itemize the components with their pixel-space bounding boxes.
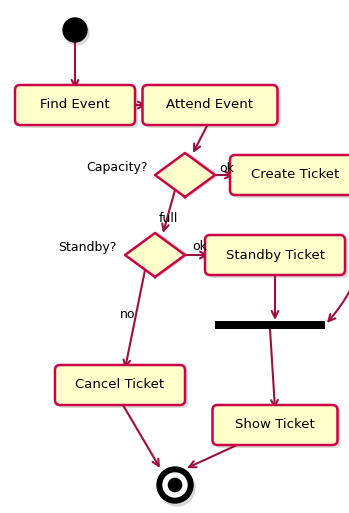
Circle shape [157, 467, 193, 503]
Circle shape [169, 479, 181, 491]
Text: Standby?: Standby? [58, 241, 116, 253]
Polygon shape [158, 153, 218, 197]
FancyBboxPatch shape [18, 88, 138, 128]
Text: Attend Event: Attend Event [166, 98, 253, 111]
Polygon shape [155, 153, 215, 197]
Text: ok: ok [193, 241, 207, 253]
Circle shape [63, 18, 87, 42]
Bar [215, 321, 325, 329]
Circle shape [159, 470, 195, 506]
Polygon shape [128, 233, 188, 277]
FancyBboxPatch shape [213, 405, 337, 445]
Text: Find Event: Find Event [40, 98, 110, 111]
Text: full: full [158, 211, 178, 225]
Text: no: no [120, 308, 136, 322]
FancyBboxPatch shape [142, 85, 277, 125]
Text: Standby Ticket: Standby Ticket [225, 248, 325, 262]
FancyBboxPatch shape [55, 365, 185, 405]
FancyBboxPatch shape [205, 235, 345, 275]
FancyBboxPatch shape [230, 155, 349, 195]
FancyBboxPatch shape [233, 158, 349, 198]
Text: Capacity?: Capacity? [86, 161, 148, 173]
Text: ok: ok [220, 162, 235, 174]
FancyBboxPatch shape [208, 238, 348, 278]
FancyBboxPatch shape [215, 408, 341, 448]
Text: Cancel Ticket: Cancel Ticket [75, 379, 165, 391]
Circle shape [65, 21, 89, 45]
Text: Show Ticket: Show Ticket [235, 419, 315, 431]
Polygon shape [125, 233, 185, 277]
Text: Create Ticket: Create Ticket [251, 168, 339, 182]
FancyBboxPatch shape [58, 368, 188, 408]
FancyBboxPatch shape [15, 85, 135, 125]
Circle shape [163, 473, 187, 497]
FancyBboxPatch shape [146, 88, 281, 128]
